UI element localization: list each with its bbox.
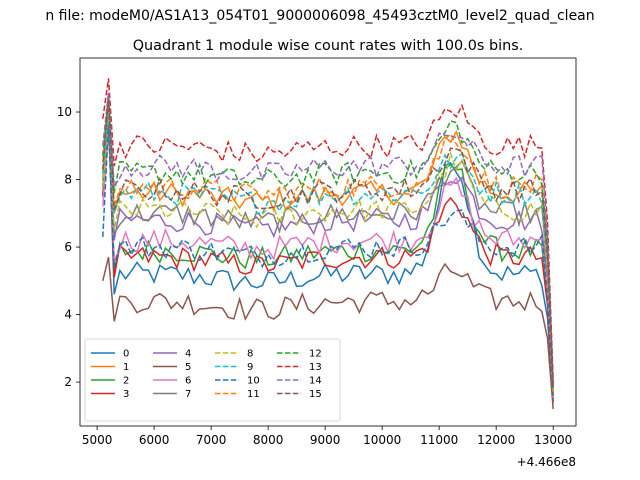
legend-label-9: 9 (247, 362, 253, 373)
series-layer (102, 78, 554, 410)
axes-frame (79, 57, 577, 427)
series-line-2 (102, 105, 554, 393)
x-tick-label: 9000 (310, 433, 341, 447)
legend-label-3: 3 (123, 389, 129, 400)
legend-label-12: 12 (309, 349, 322, 360)
y-tick-label: 4 (64, 308, 72, 322)
series-line-3 (102, 118, 554, 403)
y-tick-label: 8 (64, 173, 72, 187)
series-line-5 (102, 257, 554, 410)
series-line-14 (102, 91, 554, 386)
x-tick-label: 8000 (253, 433, 284, 447)
legend-label-15: 15 (309, 389, 322, 400)
y-axis: 2 4 6 8 10 (57, 105, 80, 389)
x-tick-label: 5000 (82, 433, 113, 447)
legend-label-4: 4 (185, 349, 191, 360)
x-axis-offset: +4.466e8 (517, 455, 576, 469)
x-tick-label: 7000 (196, 433, 227, 447)
legend-box (84, 338, 341, 422)
x-axis: 5000 6000 7000 8000 9000 10000 11000 12000 13000 (82, 426, 572, 447)
y-tick-label: 6 (64, 240, 72, 254)
legend-label-8: 8 (247, 349, 253, 360)
legend-label-2: 2 (123, 376, 129, 387)
plot-area (79, 57, 577, 427)
figure-suptitle: n file: modeM0/AS1A13_054T01_9000006098_… (45, 8, 594, 24)
series-line-15 (102, 98, 554, 389)
series-line-12 (102, 95, 554, 386)
legend-label-0: 0 (123, 349, 129, 360)
legend-label-5: 5 (185, 362, 191, 373)
legend-label-1: 1 (123, 362, 129, 373)
series-line-0 (102, 111, 554, 400)
series-line-4 (102, 115, 554, 400)
y-tick-label: 2 (64, 375, 72, 389)
legend-label-13: 13 (309, 362, 322, 373)
series-line-7 (102, 118, 554, 396)
x-tick-label: 6000 (139, 433, 170, 447)
legend-label-14: 14 (309, 376, 322, 387)
series-line-13 (102, 78, 554, 383)
legend-label-11: 11 (247, 389, 260, 400)
x-tick-label: 10000 (363, 433, 401, 447)
series-line-9 (102, 111, 554, 389)
x-tick-label: 13000 (534, 433, 572, 447)
legend-label-7: 7 (185, 389, 191, 400)
legend-label-6: 6 (185, 376, 191, 387)
series-line-10 (102, 125, 554, 400)
y-tick-label: 10 (57, 105, 72, 119)
chart-title: Quadrant 1 module wise count rates with … (133, 38, 524, 54)
x-tick-label: 11000 (420, 433, 458, 447)
x-tick-label: 12000 (477, 433, 515, 447)
legend-label-10: 10 (247, 376, 260, 387)
series-line-11 (102, 101, 554, 393)
